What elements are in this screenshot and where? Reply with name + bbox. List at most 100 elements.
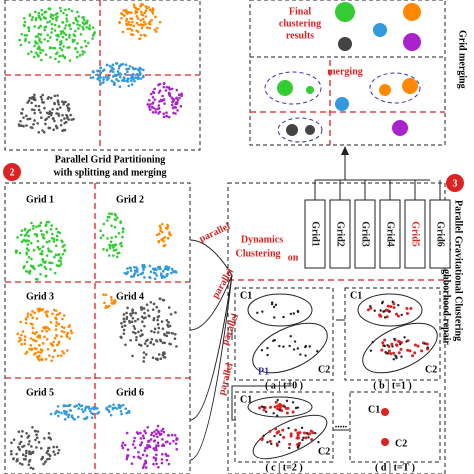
point	[149, 108, 152, 111]
point	[29, 313, 33, 317]
point	[40, 58, 43, 62]
point	[106, 237, 109, 240]
point	[369, 305, 372, 308]
point	[153, 87, 156, 91]
point	[49, 268, 52, 271]
point	[47, 115, 50, 119]
point	[35, 317, 39, 320]
grid-box	[329, 199, 351, 269]
point	[129, 23, 133, 27]
point	[380, 301, 384, 305]
point	[54, 328, 58, 331]
point	[60, 48, 64, 52]
point	[138, 37, 141, 41]
point	[25, 124, 28, 127]
point	[32, 123, 35, 126]
point	[155, 233, 159, 237]
point	[81, 53, 84, 56]
grid-label: Grid 2	[116, 194, 144, 205]
point	[160, 458, 164, 461]
point	[110, 224, 113, 228]
point	[86, 41, 90, 45]
point	[152, 302, 156, 306]
point	[165, 111, 168, 115]
point	[282, 345, 285, 348]
point	[67, 118, 71, 121]
point	[47, 96, 50, 99]
grid-label: Grid 5	[26, 387, 54, 398]
point	[155, 453, 158, 457]
point	[51, 355, 55, 359]
grid-box	[429, 199, 451, 269]
point	[175, 88, 179, 92]
point	[166, 454, 170, 458]
point	[140, 26, 144, 30]
point	[76, 50, 79, 54]
point	[25, 431, 28, 435]
point	[68, 36, 71, 39]
point	[33, 44, 36, 48]
point	[274, 400, 278, 404]
point	[395, 343, 399, 347]
point	[65, 349, 69, 352]
point	[268, 439, 272, 443]
point	[63, 418, 67, 421]
point	[154, 110, 158, 114]
point	[155, 339, 159, 343]
point	[114, 248, 118, 252]
point	[161, 438, 164, 441]
point	[16, 236, 19, 239]
c1: C1	[240, 290, 252, 301]
point	[22, 457, 26, 461]
point	[165, 265, 169, 269]
point	[133, 269, 137, 273]
point	[304, 354, 307, 357]
point	[148, 98, 151, 102]
step-badge	[446, 174, 464, 192]
point	[165, 319, 169, 322]
point	[55, 19, 58, 22]
point	[316, 349, 319, 353]
point	[29, 337, 33, 340]
point	[313, 431, 317, 435]
point	[283, 405, 286, 408]
point	[57, 259, 61, 262]
point	[277, 430, 281, 434]
point	[85, 44, 88, 48]
point	[132, 67, 136, 71]
point	[110, 212, 114, 216]
point	[162, 444, 166, 447]
point	[53, 102, 56, 106]
point	[391, 300, 394, 304]
point	[371, 340, 374, 344]
point	[37, 26, 40, 30]
point	[50, 236, 54, 240]
point	[129, 17, 132, 20]
point	[135, 10, 139, 14]
point	[52, 308, 56, 312]
flow	[231, 319, 349, 431]
point	[60, 239, 63, 242]
point	[130, 29, 134, 32]
point	[34, 18, 38, 22]
point	[63, 412, 66, 415]
point	[34, 438, 37, 442]
point	[158, 232, 161, 236]
point	[106, 408, 110, 412]
point	[37, 350, 40, 354]
point	[157, 465, 160, 469]
point	[32, 98, 36, 101]
grid-box	[404, 199, 426, 269]
point	[28, 14, 32, 17]
point	[45, 337, 49, 341]
point	[33, 119, 36, 122]
point	[51, 117, 55, 120]
point	[288, 344, 291, 348]
point	[293, 340, 297, 343]
point	[25, 247, 29, 250]
point	[260, 348, 264, 352]
point	[406, 348, 410, 352]
point	[96, 73, 99, 77]
point	[39, 229, 43, 233]
point	[145, 303, 149, 306]
